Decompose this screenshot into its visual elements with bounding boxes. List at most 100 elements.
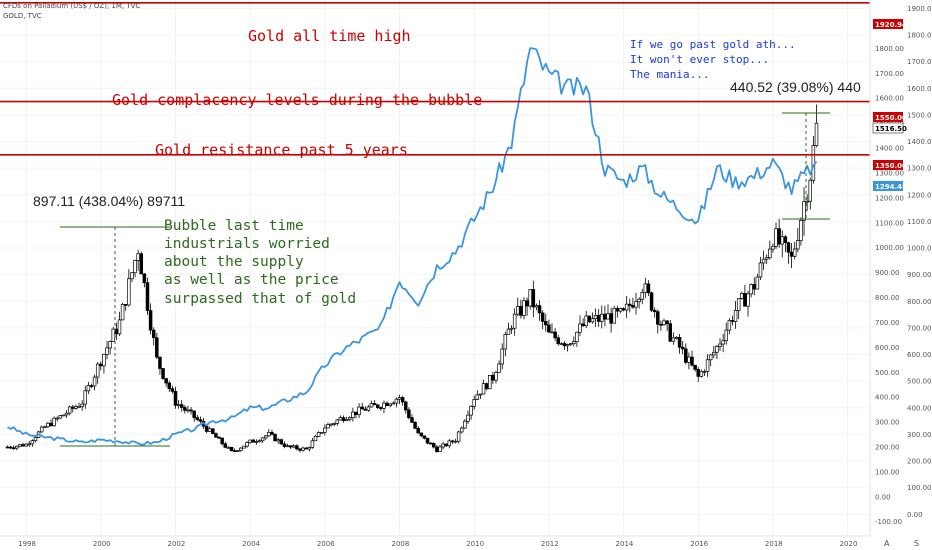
candle-body [326,424,330,429]
horizontal-levels[interactable] [0,1,870,156]
candle-body [612,307,616,324]
candle-body [142,273,147,284]
candle-body [397,397,402,400]
candle-body [8,446,13,449]
price-tag-resistance-label: 1350.00 [875,162,907,170]
candle-body [562,343,567,347]
candle-body [344,419,349,422]
candle-body [235,450,240,452]
candle-body [503,334,508,350]
time-axis-tick: 1998 [18,540,36,548]
price-axis-tick: 200.00 [907,458,932,466]
candle-body [444,443,448,447]
candle-body [21,444,25,447]
candle-body [618,308,623,312]
auto-scale-toggle[interactable]: A [884,539,890,548]
candle-body [478,393,483,396]
candle-body [565,344,570,347]
candle-body [155,337,159,358]
candle-body [475,394,480,400]
candle-body [123,304,128,306]
candle-body [789,251,794,257]
annotation-gold-ath[interactable]: Gold all time high [248,27,411,45]
price-axis-tick-secondary: 1000.00 [875,244,904,252]
candle-body [743,292,747,307]
time-axis-tick: 2014 [616,540,634,548]
price-tag-current-gold-label: 1294.45 [875,183,907,191]
candle-body [631,305,635,308]
annotation-bubble[interactable]: Bubble last time industrials worried abo… [164,218,356,307]
price-axis-tick: 1600.00 [907,85,932,93]
annotation-mania[interactable]: If we go past gold ath... It won't ever … [630,38,796,81]
candle-body [668,323,672,342]
price-tag-current-main: 1516.50 [872,122,907,134]
candle-body [460,427,464,433]
legend-overlay-symbol[interactable]: GOLD, TVC [3,12,42,20]
candle-body [665,320,669,325]
price-axis-tick: 700.00 [907,324,932,332]
candle-body [46,422,50,428]
scale-toggle[interactable]: S [914,539,919,548]
candle-body [677,337,682,348]
candle-body [319,431,324,434]
annotation-gold-complacency[interactable]: Gold complacency levels during the bubbl… [112,91,482,109]
price-axis-tick: 1100.00 [907,218,932,226]
candle-body [783,236,788,244]
candle-body [105,347,109,355]
candle-body [279,439,284,445]
measure-tool-left[interactable] [60,226,170,447]
candle-body [752,284,756,290]
candle-body [550,331,554,334]
time-axis-tick: 2000 [93,540,111,548]
candle-body [99,363,103,367]
candle-body [379,407,383,409]
price-axis[interactable]: 1900.001800.001700.001600.001500.001400.… [869,0,932,536]
price-axis-tick-secondary: 700.00 [875,319,900,327]
candle-body [453,440,458,443]
candle-body [624,303,629,311]
candle-body [382,402,386,409]
candle-body [307,447,312,450]
chart-grid [0,0,870,536]
price-axis-tick-secondary: 500.00 [875,369,900,377]
candle-body [404,401,408,411]
annotation-gold-resistance[interactable]: Gold resistance past 5 years [155,141,408,159]
candle-body [640,291,644,300]
measure-tool-right[interactable] [782,112,830,220]
candle-body [584,315,588,327]
legend-main-symbol[interactable]: CFDs on Palladium (US$ / OZ), 1M, TVC [3,2,140,10]
candle-body [671,337,676,342]
candle-body [559,343,564,345]
candle-body [170,388,175,392]
candle-body [768,248,772,259]
candle-body [267,432,271,437]
candle-body [556,337,560,344]
candle-body [488,374,492,390]
candle-body [49,422,53,427]
candle-body [643,283,648,293]
price-axis-tick-secondary: 1200.00 [875,194,904,202]
time-axis[interactable]: 1998 2000 2002 2004 2006 2008 2010 2012 2014 2016… [18,540,857,548]
time-axis-tick: 2016 [690,540,708,548]
candle-body [341,417,346,422]
candle-body [167,382,172,389]
candle-body [680,346,685,350]
price-tag-current-gold: 1294.45 [873,181,907,191]
candle-body [528,289,532,307]
candle-body [693,364,697,370]
candle-body [354,411,358,416]
price-axis-tick-secondary: 0.00 [875,493,891,501]
candle-body [761,258,766,264]
candle-body [805,200,809,203]
candle-body [814,122,819,146]
price-axis-tick: 800.00 [907,298,932,306]
candle-body [385,402,389,407]
candle-body [522,300,526,316]
candle-body [786,242,791,253]
price-axis-tick-secondary: 1600.00 [875,95,904,103]
candle-body [192,410,196,418]
candle-body [519,306,523,316]
candle-body [351,411,355,419]
time-axis-tick: 2008 [392,540,410,548]
